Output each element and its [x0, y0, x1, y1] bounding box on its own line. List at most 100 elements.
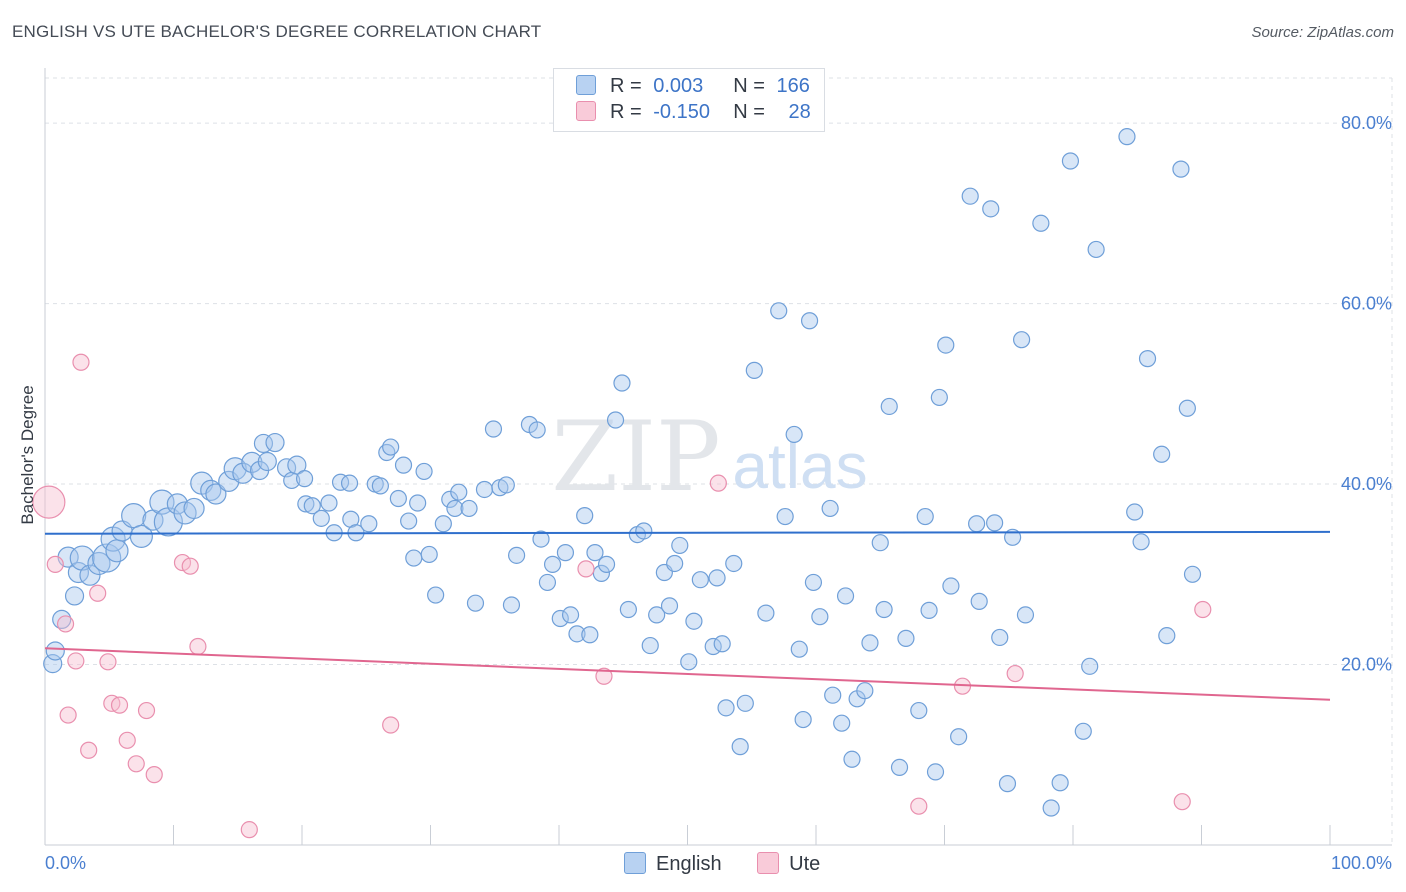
ute-point [80, 741, 98, 759]
english-point [871, 534, 889, 552]
english-point [257, 451, 277, 472]
ute-n-label: N = [733, 101, 765, 123]
english-point [1178, 399, 1196, 417]
english-point [804, 573, 823, 592]
english-point [757, 604, 775, 622]
english-point [556, 544, 575, 562]
english-point [568, 625, 586, 643]
ute-point [89, 584, 107, 602]
english-point [297, 495, 315, 513]
english-point [320, 494, 338, 512]
english-point [942, 577, 960, 595]
english-point [415, 462, 433, 481]
ute-point [910, 797, 928, 815]
english-r-label: R = [610, 75, 642, 97]
english-point [824, 686, 842, 704]
ute-point [189, 637, 207, 656]
english-point [770, 302, 788, 320]
ute-point [137, 701, 156, 720]
english-point [166, 493, 188, 515]
english-point [991, 628, 1009, 647]
english-point [635, 522, 653, 540]
english-point [394, 456, 413, 474]
english-point [64, 586, 85, 606]
english-trendline [44, 530, 1331, 535]
ute-r-label: R = [610, 101, 642, 123]
english-point [427, 586, 445, 604]
english-point [371, 477, 389, 495]
english-point [843, 750, 861, 768]
english-point [340, 474, 359, 492]
english-point [708, 569, 726, 587]
english-point [916, 507, 934, 526]
english-point [800, 312, 819, 330]
english-n-value: 166 [776, 75, 810, 97]
english-point [1016, 606, 1035, 624]
english-point [497, 476, 515, 494]
ute-point [1194, 600, 1212, 619]
english-point [460, 499, 478, 518]
english-point [671, 536, 689, 555]
english-point [434, 515, 452, 533]
english-point [597, 555, 616, 573]
ute-point [145, 766, 163, 784]
axes: 20.0% 40.0% 60.0% 80.0% 0.0% 100.0% [44, 68, 1392, 873]
ute-point [46, 555, 64, 573]
english-point [736, 694, 754, 712]
english-point [1118, 128, 1136, 146]
english-point [121, 503, 147, 529]
english-point [1183, 565, 1202, 583]
english-point [713, 635, 731, 653]
ute-point [1173, 793, 1191, 811]
ute-point [72, 353, 90, 371]
english-point [920, 601, 938, 619]
english-point [785, 425, 803, 444]
english-legend-label: English [656, 853, 722, 875]
english-point [105, 539, 129, 563]
english-point [183, 497, 205, 520]
english-point [303, 497, 321, 515]
english-n-label: N = [733, 75, 765, 97]
ute-trendline [44, 647, 1331, 701]
english-point [1172, 160, 1190, 178]
x-tick-label-0: 0.0% [45, 853, 86, 873]
english-point [897, 629, 915, 647]
english-point [400, 512, 418, 530]
ute-point [1006, 664, 1024, 683]
english-point [1074, 722, 1092, 740]
watermark-atlas: atlas [732, 430, 867, 502]
legend-item-ute[interactable]: Ute [757, 852, 820, 876]
ute-point [67, 652, 85, 670]
english-point [861, 634, 879, 652]
english-point [1132, 533, 1150, 551]
source-attribution: Source: ZipAtlas.com [1251, 24, 1394, 41]
english-point [441, 490, 459, 508]
english-points [43, 128, 1202, 817]
english-point [360, 515, 378, 533]
watermark-zip: ZIP [551, 401, 720, 513]
english-point [1032, 214, 1050, 232]
english-point [811, 608, 829, 626]
english-point [409, 494, 427, 512]
english-point [1087, 240, 1105, 259]
legend-item-english[interactable]: English [624, 852, 722, 876]
english-point [745, 361, 763, 379]
english-point [930, 388, 948, 407]
english-point [561, 606, 580, 624]
english-point [680, 653, 698, 671]
english-point [968, 515, 986, 533]
english-point [950, 728, 968, 746]
ute-point [56, 615, 75, 633]
english-point [880, 397, 898, 416]
english-point [606, 411, 625, 429]
english-point [875, 600, 893, 619]
english-legend-swatch [624, 852, 646, 874]
english-point [836, 587, 855, 605]
english-point [998, 775, 1017, 793]
english-point [389, 489, 407, 508]
english-point [450, 483, 468, 501]
watermark: ZIP atlas [551, 401, 867, 513]
english-point [619, 600, 637, 619]
english-point [581, 626, 599, 644]
english-point [592, 564, 611, 582]
